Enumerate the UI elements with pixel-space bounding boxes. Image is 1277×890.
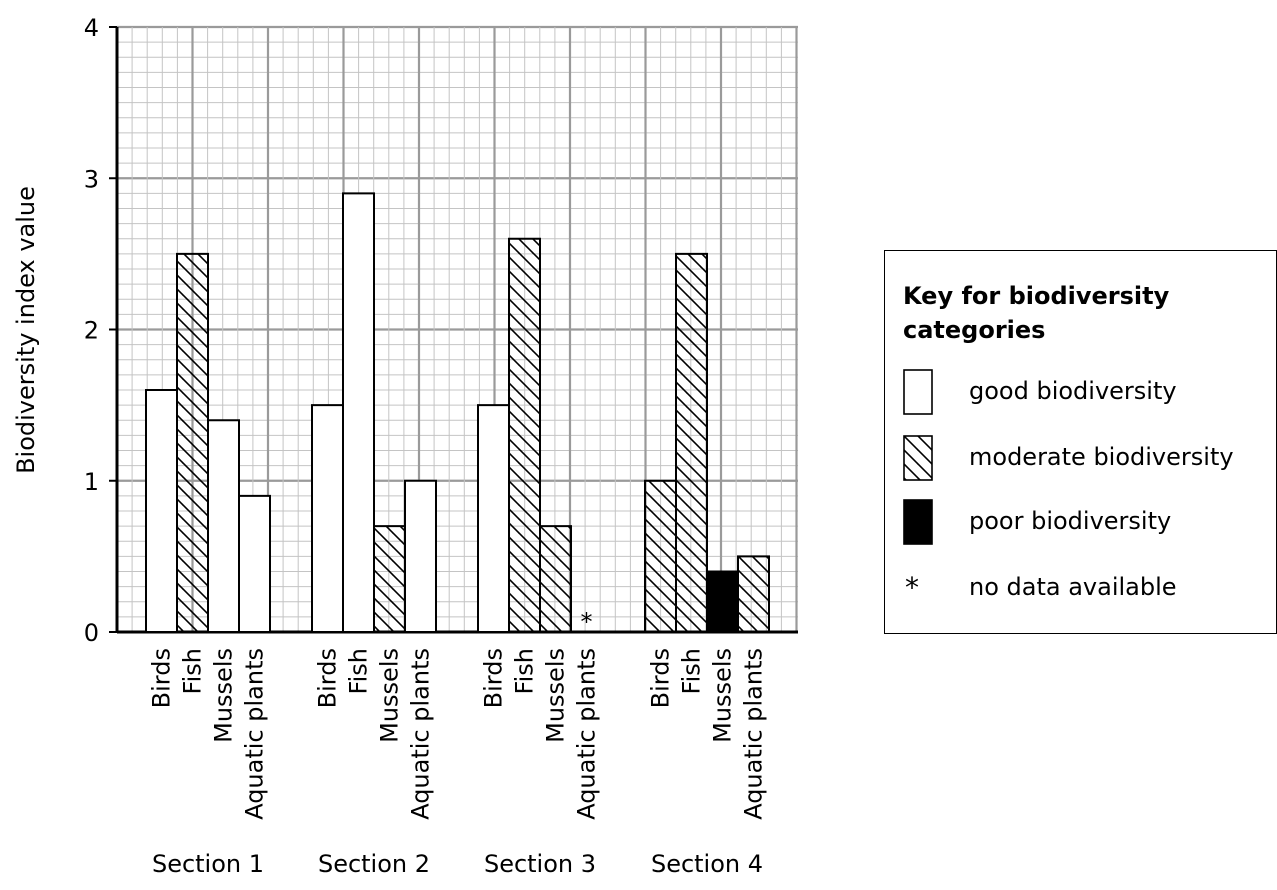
legend-swatch-poor xyxy=(903,499,933,545)
no-data-marker: * xyxy=(581,608,593,636)
bars xyxy=(145,192,770,633)
legend-swatch-good xyxy=(903,369,933,415)
legend-entry-poor: poor biodiversity xyxy=(885,495,1277,549)
y-axis-label: Biodiversity index value xyxy=(12,186,40,474)
y-tick-label: 0 xyxy=(84,619,99,647)
bar xyxy=(207,419,240,633)
x-category-label: Aquatic plants xyxy=(573,648,601,820)
section-label: Section 1 xyxy=(152,850,264,878)
bar xyxy=(675,252,708,633)
y-tick-label: 1 xyxy=(84,468,99,496)
x-category-label: Mussels xyxy=(542,648,570,743)
asterisk-icon: * xyxy=(905,571,919,604)
legend-entry-nodata: * no data available xyxy=(885,561,1277,615)
bar xyxy=(404,479,437,633)
bar xyxy=(176,252,209,633)
bar xyxy=(737,555,770,633)
bar xyxy=(539,525,572,633)
x-category-label: Mussels xyxy=(376,648,404,743)
section-label: Section 3 xyxy=(484,850,596,878)
x-category-label: Mussels xyxy=(709,648,737,743)
x-category-label: Fish xyxy=(179,648,207,694)
bar xyxy=(342,192,375,633)
legend-label-nodata: no data available xyxy=(969,573,1177,601)
legend-entry-good: good biodiversity xyxy=(885,365,1277,419)
x-category-label: Aquatic plants xyxy=(740,648,768,820)
x-category-label: Birds xyxy=(480,648,508,708)
x-category-label: Aquatic plants xyxy=(407,648,435,820)
section-label: Section 4 xyxy=(651,850,763,878)
bar xyxy=(238,494,271,633)
legend-label-good: good biodiversity xyxy=(969,377,1177,405)
x-category-label: Birds xyxy=(314,648,342,708)
legend: Key for biodiversity categories good bio… xyxy=(884,250,1277,634)
bar xyxy=(311,404,344,633)
y-tick-label: 3 xyxy=(84,165,99,193)
y-tick-label: 2 xyxy=(84,317,99,345)
bar xyxy=(508,237,541,633)
legend-swatch-moderate xyxy=(903,435,933,481)
x-category-label: Fish xyxy=(345,648,373,694)
bar xyxy=(373,525,406,633)
bar xyxy=(644,479,677,633)
y-tick-label: 4 xyxy=(84,14,99,42)
legend-label-moderate: moderate biodiversity xyxy=(969,443,1234,471)
x-category-label: Fish xyxy=(511,648,539,694)
bar xyxy=(477,404,510,633)
legend-entry-moderate: moderate biodiversity xyxy=(885,431,1277,485)
legend-label-poor: poor biodiversity xyxy=(969,507,1172,535)
bar xyxy=(706,570,739,633)
x-category-label: Fish xyxy=(678,648,706,694)
section-label: Section 2 xyxy=(318,850,430,878)
x-category-label: Mussels xyxy=(210,648,238,743)
legend-title: Key for biodiversity categories xyxy=(903,282,1170,344)
bar xyxy=(145,389,178,633)
x-category-label: Birds xyxy=(647,648,675,708)
x-category-label: Birds xyxy=(148,648,176,708)
x-category-label: Aquatic plants xyxy=(241,648,269,820)
